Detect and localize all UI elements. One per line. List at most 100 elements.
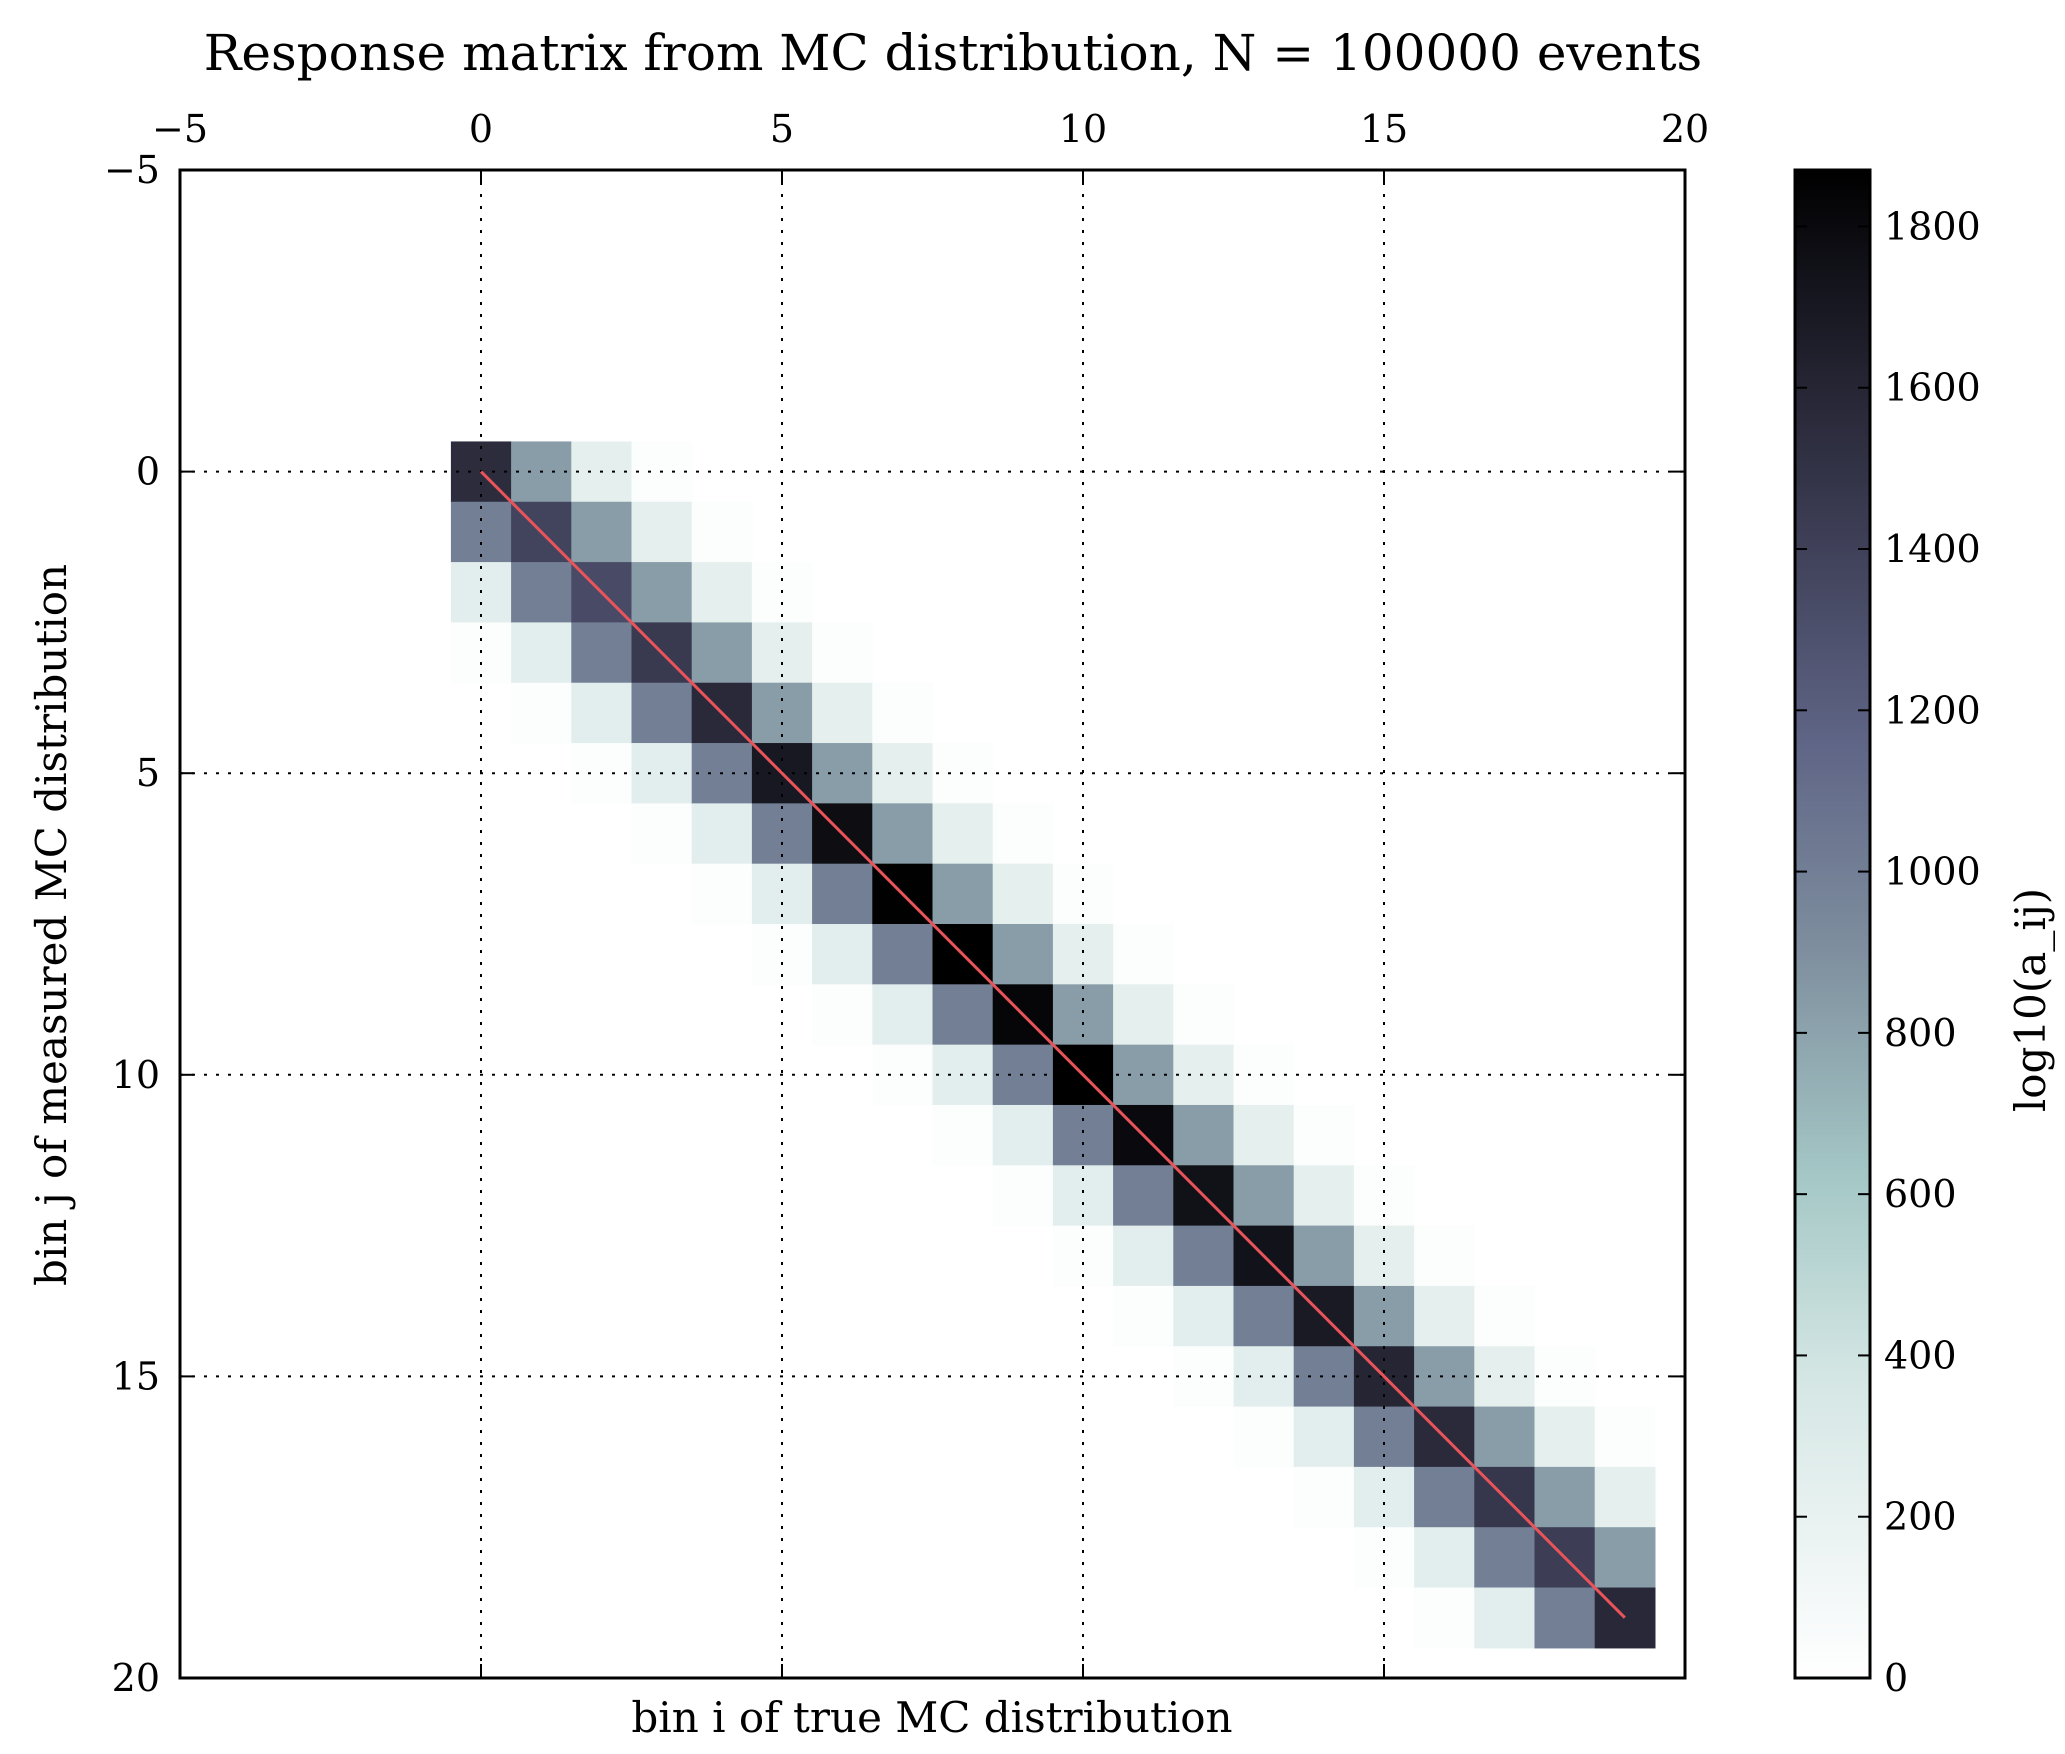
colorbar-frame <box>1793 168 1872 1680</box>
heatmap-cell <box>1594 1527 1656 1589</box>
heatmap-cell <box>1173 984 1235 1046</box>
heatmap-cell <box>1353 1165 1415 1227</box>
heatmap-cell <box>992 803 1054 865</box>
heatmap-cell <box>1414 1587 1475 1649</box>
heatmap-cell <box>571 501 633 563</box>
colorbar <box>1795 170 1870 1678</box>
heatmap-cell <box>1293 1165 1355 1227</box>
heatmap-cell <box>691 863 753 925</box>
heatmap-cell <box>932 1104 994 1166</box>
heatmap-cell <box>1173 1044 1235 1106</box>
heatmap-cell <box>511 682 572 744</box>
heatmap-cell <box>1293 1225 1355 1287</box>
heatmap-cell <box>872 984 934 1046</box>
heatmap-cell <box>1414 1285 1475 1347</box>
colorbar-tick-label: 400 <box>1884 1333 1957 1377</box>
y-tick-label: 10 <box>112 1053 160 1097</box>
heatmap-cell <box>1052 1225 1114 1287</box>
y-tick-label: 20 <box>112 1656 160 1700</box>
heatmap-cell <box>511 622 572 684</box>
heatmap-cell <box>1474 1406 1536 1468</box>
heatmap-cell <box>1474 1587 1536 1649</box>
heatmap-cell <box>1414 1225 1475 1287</box>
heatmap-cell <box>1534 1406 1596 1468</box>
heatmap-cell <box>1233 1165 1295 1227</box>
heatmap-cell <box>1113 1285 1174 1347</box>
heatmap-cell <box>1052 1165 1114 1227</box>
colorbar-tick-label: 1400 <box>1884 527 1981 571</box>
heatmap-cell <box>1353 1527 1415 1589</box>
heatmap-cell <box>1353 1285 1415 1347</box>
heatmap-cell <box>812 682 873 744</box>
heatmap-cell <box>812 984 873 1046</box>
heatmap-cell <box>1113 1044 1174 1106</box>
heatmap-cell <box>691 803 753 865</box>
y-tick-label: −5 <box>104 148 160 192</box>
heatmap-cell <box>631 682 693 744</box>
heatmap-cell <box>751 682 813 744</box>
heatmap-cell <box>691 562 753 623</box>
x-tick-label: −5 <box>152 107 208 151</box>
heatmap-cell <box>1173 1285 1235 1347</box>
colorbar-ticks: 0 200 400 600 800 1000 1200 1400 1600 1800 <box>1795 204 1981 1700</box>
x-tick-label: 20 <box>1661 107 1709 151</box>
heatmap-cell <box>631 803 693 865</box>
y-tick-label: 5 <box>136 751 160 795</box>
heatmap-cell <box>932 803 994 865</box>
heatmap-cell <box>1113 1165 1174 1227</box>
heatmap-cell <box>872 803 934 865</box>
heatmap-cell <box>631 562 693 623</box>
heatmap-cell <box>1594 1406 1656 1468</box>
heatmap-cell <box>1353 1225 1415 1287</box>
heatmap-cell <box>932 863 994 925</box>
heatmap-cell <box>1414 1466 1475 1528</box>
heatmap-cell <box>992 863 1054 925</box>
heatmap-cell <box>872 682 934 744</box>
y-axis-label: bin j of measured MC distribution <box>27 564 76 1286</box>
heatmap-cell <box>1474 1285 1536 1347</box>
heatmap-cell <box>1293 1406 1355 1468</box>
colorbar-tick-label: 1000 <box>1884 850 1981 894</box>
axis-ticks: −5−5 0 0 5 5 10 10 15 15 20 20 <box>104 107 1709 1700</box>
heatmap-cell <box>1293 1104 1355 1166</box>
heatmap-cell <box>992 1165 1054 1227</box>
heatmap-cell <box>691 622 753 684</box>
heatmap-cell <box>992 924 1054 985</box>
heatmap-cell <box>1534 1466 1596 1528</box>
colorbar-tick-label: 1200 <box>1884 688 1981 732</box>
heatmap-cell <box>932 984 994 1046</box>
heatmap-cell <box>691 501 753 563</box>
heatmap-cell <box>511 562 572 623</box>
heatmap-cell <box>1113 924 1174 985</box>
diagonal-line <box>479 470 1626 1619</box>
heatmap-cell <box>1233 1406 1295 1468</box>
heatmap-cell <box>571 682 633 744</box>
x-tick-label: 5 <box>770 107 794 151</box>
colorbar-tick-label: 0 <box>1884 1656 1908 1700</box>
heatmap-cell <box>1594 1466 1656 1528</box>
heatmap-cell <box>872 924 934 985</box>
heatmap-cell <box>812 924 873 985</box>
heatmap-cell <box>1173 1225 1235 1287</box>
colorbar-tick-label: 800 <box>1884 1011 1957 1055</box>
heatmap-cell <box>812 863 873 925</box>
heatmap-cell <box>1474 1527 1536 1589</box>
colorbar-tick-label: 200 <box>1884 1495 1957 1539</box>
x-tick-label: 0 <box>469 107 493 151</box>
heatmap-cell <box>1113 1225 1174 1287</box>
heatmap-cell <box>1173 1104 1235 1166</box>
heatmap-cell <box>631 501 693 563</box>
colorbar-label: log10(a_ij) <box>2006 888 2055 1112</box>
heatmap-cell <box>1414 1527 1475 1589</box>
y-tick-label: 15 <box>112 1354 160 1398</box>
heatmap-cell <box>1233 1285 1295 1347</box>
plot-frame <box>178 168 1687 1680</box>
heatmap-cell <box>1353 1406 1415 1468</box>
colorbar-tick-label: 600 <box>1884 1172 1957 1216</box>
heatmap-cell <box>1233 1104 1295 1166</box>
heatmap-cell <box>1534 1587 1596 1649</box>
y-tick-label: 0 <box>136 450 160 494</box>
heatmap-cell <box>812 622 873 684</box>
heatmap-cell <box>1353 1466 1415 1528</box>
